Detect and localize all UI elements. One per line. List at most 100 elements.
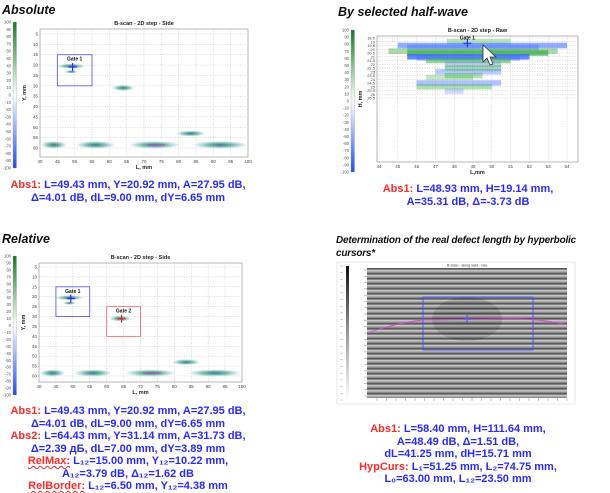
relative-results: Abs1: L=49.43 mm, Y=20.92 mm, A=27.95 dB… <box>10 405 245 493</box>
result-label: Abs1: <box>10 405 42 417</box>
x-tick-label: 45 <box>395 164 401 169</box>
gate-1 <box>56 54 93 87</box>
colorbar-tick-label: 10 <box>6 316 11 321</box>
result-label: RelMax: <box>27 455 71 467</box>
y-tick-label: 50 <box>32 354 38 359</box>
y-tick-label: 25 <box>32 304 38 309</box>
x-tick-label: 54 <box>564 164 570 169</box>
x-tick-label: 50 <box>489 164 495 169</box>
signal-bar <box>426 74 473 81</box>
colorbar-tick-label: -10 <box>5 330 12 335</box>
colorbar-tick-label: -90 <box>343 162 350 167</box>
x-tick-label: 80 <box>176 159 182 164</box>
y-tick-label: 10 <box>32 274 38 279</box>
result-line: dL=41.25 mm, dH=15.71 mm <box>359 448 557 461</box>
result-line: Abs1: L=58.40 mm, H=111.64 mm, <box>359 423 557 436</box>
signal-bar <box>444 65 502 71</box>
y-tick-label: 18.5 <box>367 36 376 41</box>
echo-signal <box>72 369 114 377</box>
y-tick-label: 21.5 <box>367 58 376 63</box>
x-axis-label: L,mm <box>470 170 485 176</box>
result-value: Δ=4.01 dB, dL=9.00 mm, dY=6.65 mm <box>30 417 226 430</box>
y-tick-label: 55 <box>33 135 39 140</box>
result-line: Abs2: L=64.43 mm, Y=31.14 mm, A=31.73 dB… <box>10 430 245 443</box>
colorbar <box>12 21 17 169</box>
y-tick-label: 24.5 <box>367 81 376 86</box>
echo-signal <box>55 63 87 70</box>
x-tick-label: 55 <box>87 384 93 389</box>
chart-title: B-scan - 2D step - Side <box>111 255 171 261</box>
gate-1-label: Gate 1 <box>67 57 83 63</box>
y-tick-label: 20.5 <box>367 51 376 56</box>
x-tick-label: 49 <box>470 164 476 169</box>
y-tick-label: 24 <box>371 77 376 82</box>
x-tick-label: 100 <box>244 159 252 164</box>
y-tick-label: 25 <box>371 84 376 89</box>
signal-bar <box>407 50 549 56</box>
colorbar-tick-label: 0 <box>347 99 350 104</box>
x-tick-label: 60 <box>107 159 113 164</box>
x-tick-label: 45 <box>55 159 61 164</box>
colorbar-tick-label: -80 <box>5 151 12 156</box>
result-value: L=58.40 mm, H=111.64 mm, <box>400 423 546 435</box>
y-tick-label: 23 <box>371 69 376 74</box>
gate-1 <box>55 286 91 317</box>
colorbar-tick-label: 20 <box>6 309 11 314</box>
colorbar-tick-label: 60 <box>6 281 11 286</box>
colorbar-tick-label: 50 <box>6 56 11 61</box>
x-tick-label: 50 <box>70 384 76 389</box>
colorbar-tick-label: 70 <box>6 41 11 46</box>
x-tick-label: 65 <box>124 159 130 164</box>
signal-bar <box>444 88 464 95</box>
colorbar-tick-label: -50 <box>5 358 12 363</box>
colorbar-tick-label: -40 <box>5 122 12 127</box>
half-wave-results: Abs1: L=48.93 mm, H=19.14 mm, A=35.31 dB,… <box>383 183 554 208</box>
result-line: A=35.31 dB, Δ=-3.73 dB <box>383 196 554 209</box>
y-tick-label: 5 <box>35 32 38 37</box>
echo-signal <box>40 140 68 150</box>
half-wave-title: By selected half-wave <box>338 5 468 19</box>
colorbar-tick-label: -20 <box>5 337 12 342</box>
colorbar-tick-label: -40 <box>5 351 12 356</box>
colorbar-tick-label: 30 <box>6 302 11 307</box>
x-tick-label: 40 <box>36 384 42 389</box>
result-value: dL=41.25 mm, dH=15.71 mm <box>384 448 532 460</box>
x-tick-label: 45 <box>53 384 59 389</box>
hyperbolic-title-line1: Determination of the real defect length … <box>336 235 576 246</box>
hyperbolic-title: Determination of the real defect length … <box>336 234 576 260</box>
y-tick-label: 19.5 <box>367 43 376 48</box>
y-tick-label: 15 <box>32 284 38 289</box>
x-tick-label: 52 <box>527 164 533 169</box>
colorbar-tick-label: 70 <box>344 49 349 54</box>
colorbar-tick-label: -100 <box>341 170 350 175</box>
x-tick-label: 40 <box>37 159 43 164</box>
plot-area <box>39 28 249 158</box>
colorbar-tick-label: -70 <box>5 144 12 149</box>
colorbar-tick-label: 90 <box>6 260 11 265</box>
result-line: HypCurs: L₁=51.25 mm, L₂=74.75 mm, <box>359 461 557 474</box>
result-value: L=49.43 mm, Y=20.92 mm, A=27.95 dB, <box>41 405 246 417</box>
x-tick-label: 48 <box>452 164 458 169</box>
signal-bar <box>446 38 511 45</box>
colorbar-tick-label: 90 <box>344 35 349 40</box>
chart-title: B-scan - 2D step - Side <box>114 21 174 27</box>
colorbar-tick-label: -20 <box>343 113 350 118</box>
gate-1 <box>422 296 534 351</box>
x-axis-label: L, mm <box>132 390 148 396</box>
colorbar-tick-label: 100 <box>342 28 350 33</box>
result-value: A₁₂=3.79 dB, Δ₁₂=1.62 dB <box>62 467 194 480</box>
y-tick-label: 26.5 <box>367 96 376 101</box>
result-line: Abs1: L=49.43 mm, Y=20.92 mm, A=27.95 dB… <box>10 179 245 192</box>
x-tick-label: 75 <box>159 159 165 164</box>
result-line: A₁₂=3.79 dB, Δ₁₂=1.62 dB <box>10 468 245 481</box>
signal-bar <box>407 44 539 51</box>
result-line: Δ=4.01 dB, dL=9.00 mm, dY=6.65 mm <box>10 192 245 205</box>
result-value: L₁₂=15.00 mm, Y₁₂=10.22 mm, <box>70 455 229 467</box>
y-tick-label: 15 <box>33 52 39 57</box>
x-tick-label: 70 <box>141 159 147 164</box>
result-line: RelMax: L₁₂=15.00 mm, Y₁₂=10.22 mm, <box>10 455 245 468</box>
colorbar-tick-label: -60 <box>5 365 12 370</box>
result-value: A=48.49 dB, Δ=1.51 dB, <box>396 435 520 448</box>
colorbar-tick-label: 40 <box>6 295 11 300</box>
result-value: L=49.43 mm, Y=20.92 mm, A=27.95 dB, <box>41 179 246 191</box>
